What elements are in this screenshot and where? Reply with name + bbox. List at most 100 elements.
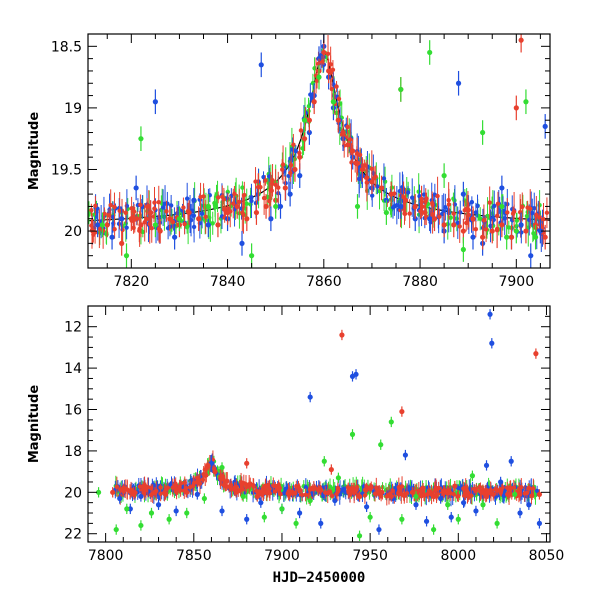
data-point [441,222,447,228]
data-point [394,202,400,208]
data-point [455,220,460,226]
data-point [460,228,466,234]
data-point [173,508,179,514]
data-point [131,491,137,497]
data-point [188,218,194,223]
data-layer [95,309,543,541]
data-point [448,514,454,520]
data-point [299,492,305,498]
data-point [93,203,98,208]
data-point [155,502,162,508]
data-point [176,216,183,222]
data-point [364,504,370,510]
data-point [234,203,240,210]
data-point [164,209,169,214]
data-point [263,484,268,489]
data-point [443,204,448,210]
data-point [249,253,255,259]
data-point [318,487,324,493]
data-point [109,234,115,240]
data-point [311,99,317,105]
data-point [173,487,179,493]
data-point [297,487,303,493]
data-point [218,476,223,481]
panel-1: 7820 7840 7860 7880 7900 18.5 19 19.5 20 Magnitud… [27,33,551,290]
data-point [542,123,548,129]
plot-frame [87,33,551,269]
data-point [273,182,278,187]
data-point [464,220,469,226]
data-point [466,212,471,218]
data-point [487,200,492,205]
data-point [119,240,125,246]
x-tick-label: 8050 [529,548,565,564]
data-point [307,497,313,504]
data-point [340,129,346,136]
data-point [292,166,298,173]
data-point [307,394,313,400]
data-point [321,458,327,464]
data-point [108,202,113,208]
data-point [239,240,245,246]
data-point [148,510,155,516]
data-point [473,226,479,232]
data-point [475,203,480,209]
data-point [488,223,493,229]
data-point [152,222,158,228]
data-point [199,211,205,216]
data-point [221,207,227,212]
y-tick-label: 12 [64,320,82,336]
data-point [470,234,476,240]
data-point [184,510,190,516]
data-point [120,227,125,233]
data-point [261,195,267,201]
data-point [167,216,173,222]
y-axis-label: Magnitude [27,112,42,191]
data-point [316,74,322,80]
data-point [254,493,260,500]
data-point [381,176,387,181]
data-point [321,49,327,56]
ticks [87,305,550,542]
data-point [162,491,169,497]
data-point [268,187,273,193]
data-point [418,208,423,214]
data-point [219,464,225,471]
data-point [431,216,438,222]
data-point [499,203,505,210]
data-point [460,246,466,253]
data-point [481,218,487,223]
y-tick-label: 18 [64,444,82,460]
data-point [151,482,156,487]
data-point [413,502,419,508]
data-point [244,460,250,466]
data-point [483,462,490,469]
x-tick-label: 7950 [352,548,388,564]
data-point [492,203,497,209]
data-point [152,99,158,105]
data-point [460,500,467,506]
data-point [525,205,530,210]
data-point [239,482,244,487]
data-point [244,216,250,222]
data-point [495,201,501,207]
data-point [533,351,539,357]
data-point [416,189,421,194]
x-tick-label: 7880 [402,274,438,290]
data-point [215,195,221,200]
data-point [345,142,351,148]
data-point [157,228,163,234]
data-point [187,485,193,490]
series-blue [117,309,543,535]
data-point [147,209,154,216]
data-point [99,222,106,228]
data-point [462,491,468,497]
data-point [116,221,122,227]
data-point [369,179,375,185]
data-point [420,204,425,209]
data-point [541,216,546,222]
data-point [213,205,218,210]
data-point [451,492,457,497]
data-point [494,228,500,233]
data-point [483,493,490,500]
